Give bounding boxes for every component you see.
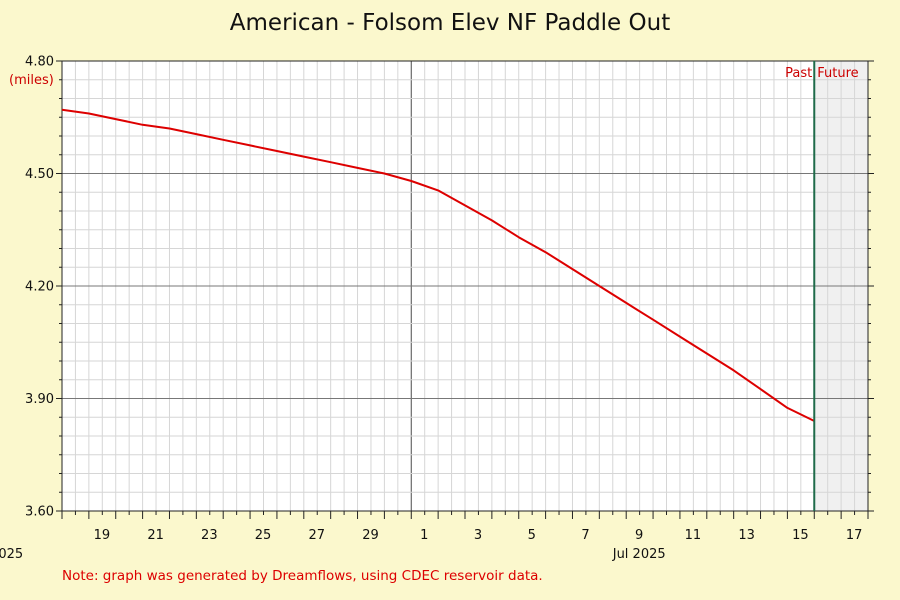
past-label: Past xyxy=(785,66,812,81)
x-tick-label: 9 xyxy=(635,528,643,543)
plot-border xyxy=(61,60,869,512)
x-tick-label: 25 xyxy=(255,528,272,543)
x-tick-label: 19 xyxy=(94,528,111,543)
chart-title: American - Folsom Elev NF Paddle Out xyxy=(229,10,671,36)
x-tick-label: 15 xyxy=(792,528,809,543)
month-label: Jul 2025 xyxy=(612,547,666,562)
x-tick-label: 5 xyxy=(528,528,536,543)
x-tick-label: 11 xyxy=(685,528,702,543)
month-label: Jun 2025 xyxy=(0,547,23,562)
x-tick-label: 13 xyxy=(738,528,755,543)
x-tick-label: 1 xyxy=(420,528,428,543)
x-tick-label: 29 xyxy=(362,528,379,543)
footnote: Note: graph was generated by Dreamflows,… xyxy=(62,568,543,584)
x-tick-label: 23 xyxy=(201,528,218,543)
y-tick-label: 3.90 xyxy=(25,392,54,407)
future-label: Future xyxy=(817,66,858,81)
x-tick-label: 21 xyxy=(147,528,164,543)
y-axis-unit-label: (miles) xyxy=(9,73,54,88)
y-tick-label: 4.20 xyxy=(25,280,54,295)
y-tick-label: 4.50 xyxy=(25,167,54,182)
x-tick-label: 17 xyxy=(846,528,863,543)
y-tick-label: 4.80 xyxy=(25,55,54,70)
elevation-series-line xyxy=(61,108,815,422)
x-tick-label: 3 xyxy=(474,528,482,543)
x-tick-label: 7 xyxy=(581,528,589,543)
x-tick-label: 27 xyxy=(309,528,326,543)
y-tick-label: 3.60 xyxy=(25,505,54,520)
